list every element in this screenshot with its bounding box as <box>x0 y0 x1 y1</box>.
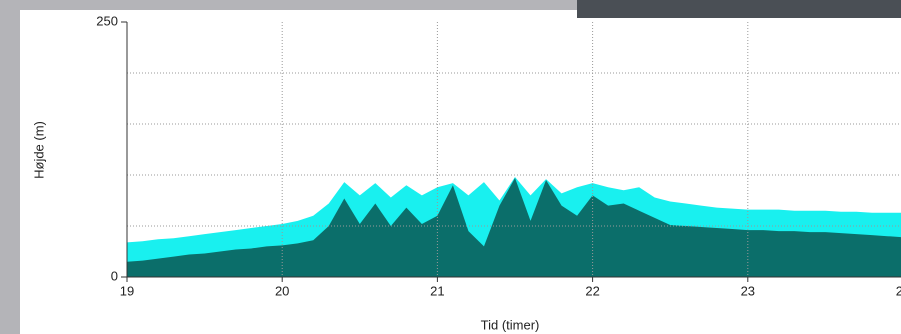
x-tick-label: 20 <box>275 283 289 298</box>
photo-strip <box>577 0 901 18</box>
area <box>127 178 901 277</box>
x-tick-label: 22 <box>585 283 599 298</box>
y-axis-label: Højde (m) <box>31 121 46 179</box>
x-tick-label: 24 <box>896 283 901 298</box>
x-tick-label: 19 <box>120 283 134 298</box>
x-tick-label: 23 <box>741 283 755 298</box>
y-tick-label: 0 <box>111 268 118 283</box>
chart-panel <box>20 10 901 334</box>
x-axis-label: Tid (timer) <box>481 317 540 332</box>
x-tick-label: 21 <box>430 283 444 298</box>
y-tick-label: 250 <box>96 13 118 28</box>
